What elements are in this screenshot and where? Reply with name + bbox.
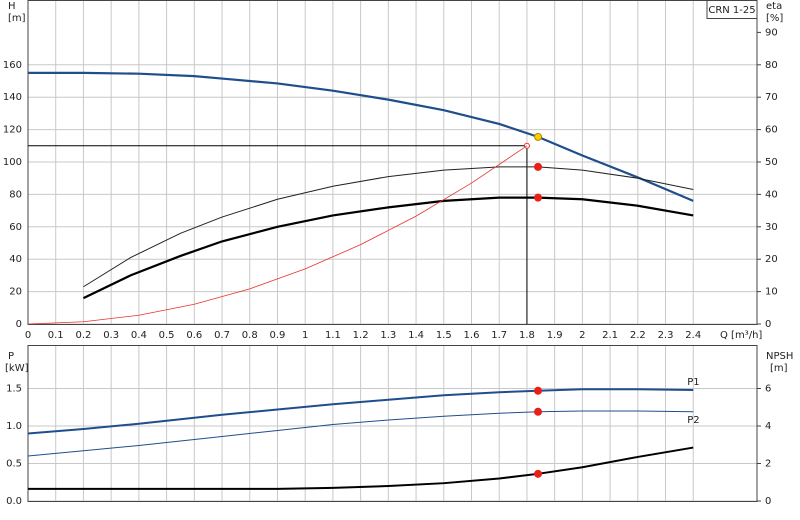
y2-tick-label: 6 xyxy=(765,384,771,395)
x-tick-label: 2.2 xyxy=(630,330,646,341)
y-tick-label: 1.0 xyxy=(6,421,22,432)
y2-axis-label: NPSH xyxy=(766,351,793,362)
x-tick-label: 2 xyxy=(579,330,585,341)
x-tick-label: 0.8 xyxy=(242,330,258,341)
x-tick-label: 1.8 xyxy=(519,330,535,341)
x-tick-label: 0.7 xyxy=(214,330,230,341)
y2-tick-label: 0 xyxy=(765,319,771,330)
y-tick-label: 0.0 xyxy=(6,496,22,507)
y2-axis-label: eta xyxy=(766,1,782,12)
y-tick-label: 0.5 xyxy=(6,459,22,470)
operating-point xyxy=(534,162,543,171)
x-tick-label: 1.3 xyxy=(380,330,396,341)
y-axis-unit: [kW] xyxy=(5,363,29,374)
y-tick-label: 160 xyxy=(3,60,22,71)
y-tick-label: 100 xyxy=(3,157,22,168)
x-tick-label: 0.2 xyxy=(75,330,91,341)
y-axis-unit: [m] xyxy=(8,13,26,24)
operating-point xyxy=(534,132,543,141)
y-tick-label: 140 xyxy=(3,92,22,103)
legend-text: CRN 1-25 xyxy=(708,5,755,16)
y2-tick-label: 20 xyxy=(765,254,778,265)
y2-tick-label: 4 xyxy=(765,421,771,432)
x-tick-label: 1.1 xyxy=(325,330,341,341)
y-tick-label: 120 xyxy=(3,125,22,136)
x-tick-label: 1.2 xyxy=(353,330,369,341)
y-tick-label: 60 xyxy=(9,222,22,233)
x-tick-label: 2.4 xyxy=(685,330,701,341)
x-tick-label: 1.9 xyxy=(547,330,563,341)
y2-tick-label: 60 xyxy=(765,125,778,136)
plot-frame xyxy=(27,345,758,502)
series-line xyxy=(27,410,694,457)
x-tick-label: 0 xyxy=(25,330,31,341)
series-line xyxy=(83,166,694,288)
y-tick-label: 0 xyxy=(16,319,22,330)
x-tick-label: 1 xyxy=(302,330,308,341)
x-tick-label: 0.3 xyxy=(103,330,119,341)
y-tick-label: 80 xyxy=(9,189,22,200)
y2-tick-label: 80 xyxy=(765,60,778,71)
series-line xyxy=(28,446,694,490)
series-line xyxy=(28,71,694,202)
y2-tick-label: 10 xyxy=(765,287,778,298)
y2-tick-label: 30 xyxy=(765,222,778,233)
x-tick-label: 0.4 xyxy=(131,330,147,341)
y2-tick-label: 2 xyxy=(765,459,771,470)
plot-frame xyxy=(27,0,758,325)
series-label: P2 xyxy=(687,415,699,426)
y2-tick-label: 70 xyxy=(765,92,778,103)
x-tick-label: 1.6 xyxy=(464,330,480,341)
y2-tick-label: 40 xyxy=(765,189,778,200)
x-tick-label: 1.5 xyxy=(436,330,452,341)
y2-tick-label: 90 xyxy=(765,27,778,38)
y-tick-label: 1.5 xyxy=(6,384,22,395)
x-tick-label: 2.3 xyxy=(658,330,674,341)
y2-axis-unit: [m] xyxy=(770,363,788,374)
y2-axis-unit: [%] xyxy=(766,13,783,24)
series-line xyxy=(27,145,528,325)
operating-point xyxy=(534,469,543,478)
x-tick-label: 1.4 xyxy=(408,330,424,341)
y-tick-label: 40 xyxy=(9,254,22,265)
series-line xyxy=(27,388,694,435)
x-tick-label: 0.6 xyxy=(186,330,202,341)
operating-point xyxy=(534,407,543,416)
operating-point xyxy=(534,193,543,202)
series-line xyxy=(82,196,694,300)
y-tick-label: 20 xyxy=(9,287,22,298)
y2-tick-label: 0 xyxy=(765,496,771,507)
x-tick-label: 0.9 xyxy=(270,330,286,341)
x-tick-label: 2.1 xyxy=(602,330,618,341)
x-tick-label: 0.5 xyxy=(159,330,175,341)
x-axis-label: Q [m³/h] xyxy=(720,330,762,341)
y2-tick-label: 50 xyxy=(765,157,778,168)
y-axis-label: P xyxy=(8,351,14,362)
x-tick-label: 1.7 xyxy=(491,330,507,341)
x-tick-label: 0.1 xyxy=(48,330,64,341)
y-axis-label: H xyxy=(8,1,16,12)
series-label: P1 xyxy=(687,377,699,388)
operating-point xyxy=(534,386,543,395)
